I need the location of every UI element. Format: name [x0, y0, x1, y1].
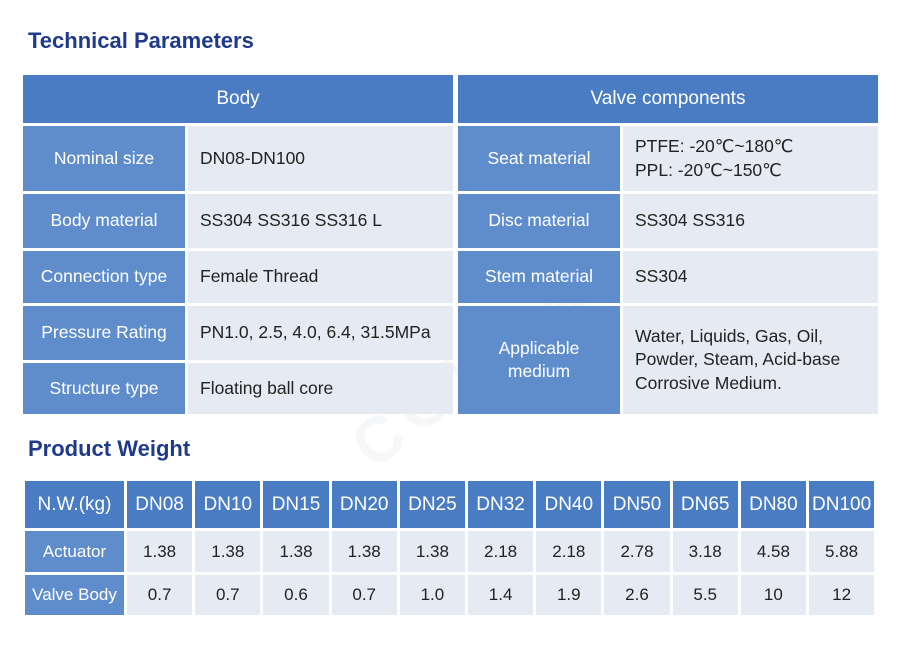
weight-value-cell: 1.38	[263, 531, 329, 572]
weight-value-cell: 0.7	[127, 575, 193, 615]
weight-value-cell: 0.7	[195, 575, 261, 615]
connection-type-label: Connection type	[23, 251, 185, 303]
structure-type-value: Floating ball core	[188, 363, 453, 414]
connection-type-value: Female Thread	[188, 251, 453, 303]
weight-size-header: DN08	[127, 481, 193, 528]
weight-value-cell: 1.0	[399, 575, 465, 615]
applicable-medium-line-1: Water, Liquids, Gas, Oil,	[635, 326, 824, 347]
weight-value-cell: 2.6	[604, 575, 670, 615]
weight-value-cell: 0.6	[263, 575, 329, 615]
nominal-size-label: Nominal size	[23, 126, 185, 191]
seat-material-value: PTFE: -20℃~180℃ PPL: -20℃~150℃	[623, 126, 878, 191]
weight-size-header: DN40	[536, 481, 602, 528]
weight-size-header: DN25	[399, 481, 465, 528]
nominal-size-value: DN08-DN100	[188, 126, 453, 191]
seat-material-line-2: PPL: -20℃~150℃	[635, 159, 782, 180]
body-material-label: Body material	[23, 194, 185, 248]
weight-value-cell: 5.5	[672, 575, 738, 615]
weight-size-header: DN15	[263, 481, 329, 528]
technical-parameters-title: Technical Parameters	[28, 28, 254, 53]
weight-value-cell: 10	[740, 575, 806, 615]
weight-value-cell: 3.18	[672, 531, 738, 572]
weight-value-cell: 1.38	[127, 531, 193, 572]
disc-material-label: Disc material	[458, 194, 620, 248]
weight-value-cell: 4.58	[740, 531, 806, 572]
product-weight-title: Product Weight	[28, 436, 191, 461]
weight-size-header: DN10	[195, 481, 261, 528]
weight-size-header: DN80	[740, 481, 806, 528]
weight-value-cell: 2.18	[468, 531, 534, 572]
weight-row-label: Valve Body	[25, 575, 124, 615]
applicable-medium-line-2: Powder, Steam, Acid-base	[635, 349, 841, 370]
weight-size-header: DN20	[331, 481, 397, 528]
applicable-medium-label: Applicable medium	[458, 306, 620, 414]
weight-value-cell: 1.38	[195, 531, 261, 572]
weight-value-cell: 0.7	[331, 575, 397, 615]
body-header: Body	[23, 75, 453, 123]
seat-material-line-1: PTFE: -20℃~180℃	[635, 136, 794, 157]
weight-size-header: DN65	[672, 481, 738, 528]
weight-value-cell: 1.9	[536, 575, 602, 615]
pressure-rating-label: Pressure Rating	[23, 306, 185, 360]
weight-header-label: N.W.(kg)	[25, 481, 124, 528]
weight-value-cell: 2.18	[536, 531, 602, 572]
pressure-rating-value: PN1.0, 2.5, 4.0, 6.4, 31.5MPa	[188, 306, 453, 360]
structure-type-label: Structure type	[23, 363, 185, 414]
disc-material-value: SS304 SS316	[623, 194, 878, 248]
applicable-medium-value: Water, Liquids, Gas, Oil, Powder, Steam,…	[623, 306, 878, 414]
weight-value-cell: 2.78	[604, 531, 670, 572]
seat-material-label: Seat material	[458, 126, 620, 191]
weight-size-header: DN32	[468, 481, 534, 528]
body-material-value: SS304 SS316 SS316 L	[188, 194, 453, 248]
stem-material-value: SS304	[623, 251, 878, 303]
weight-value-cell: 1.38	[399, 531, 465, 572]
weight-row-label: Actuator	[25, 531, 124, 572]
weight-value-cell: 12	[809, 575, 875, 615]
weight-size-header: DN100	[809, 481, 875, 528]
valve-components-header: Valve components	[458, 75, 878, 123]
stem-material-label: Stem material	[458, 251, 620, 303]
weight-value-cell: 5.88	[809, 531, 875, 572]
weight-value-cell: 1.38	[331, 531, 397, 572]
weight-size-header: DN50	[604, 481, 670, 528]
applicable-medium-line-3: Corrosive Medium.	[635, 372, 782, 393]
weight-value-cell: 1.4	[468, 575, 534, 615]
